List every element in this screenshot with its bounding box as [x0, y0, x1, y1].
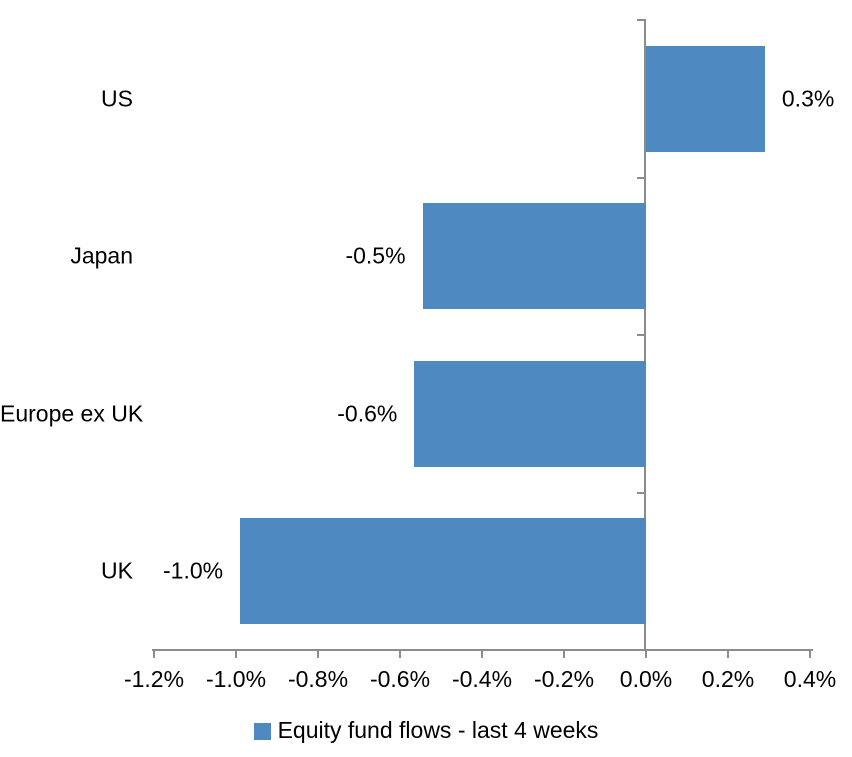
- x-axis-tick-label: 0.2%: [701, 666, 755, 692]
- x-axis-tick: [235, 650, 237, 658]
- data-label-uk: -1.0%: [163, 557, 224, 584]
- data-label-europe-ex-uk: -0.6%: [337, 400, 398, 427]
- legend-label: Equity fund flows - last 4 weeks: [277, 717, 599, 743]
- x-axis-tick-label: -0.2%: [533, 666, 595, 692]
- x-axis-tick-label: -0.6%: [369, 666, 431, 692]
- data-label-japan: -0.5%: [345, 242, 406, 269]
- x-axis-tick-label: -1.0%: [205, 666, 267, 692]
- x-axis-tick: [481, 650, 483, 658]
- category-label-japan: Japan: [70, 242, 133, 269]
- x-axis-tick: [645, 650, 647, 658]
- x-axis-tick: [317, 650, 319, 658]
- y-axis-tick: [637, 491, 645, 494]
- bar-uk: [240, 518, 646, 625]
- y-axis-line: [644, 19, 646, 650]
- x-axis-tick: [563, 650, 565, 658]
- bar-japan: [422, 203, 646, 310]
- x-axis-tick: [153, 650, 155, 658]
- y-axis-tick: [637, 19, 645, 21]
- y-axis-tick: [637, 176, 645, 179]
- x-axis-tick: [399, 650, 401, 658]
- legend-color-swatch: [253, 722, 271, 740]
- data-label-us: 0.3%: [781, 85, 835, 112]
- x-axis-tick-label: 0.4%: [783, 666, 837, 692]
- category-label-uk: UK: [101, 557, 133, 584]
- bar-europe-ex-uk: [414, 360, 646, 467]
- x-axis-tick: [809, 650, 811, 658]
- x-axis-tick-label: 0.0%: [619, 666, 673, 692]
- legend: Equity fund flows - last 4 weeks: [0, 714, 852, 746]
- category-label-us: US: [101, 85, 133, 112]
- x-axis-tick-label: -0.4%: [451, 666, 513, 692]
- x-axis-tick: [727, 650, 729, 658]
- y-axis-tick: [637, 334, 645, 336]
- bar-us: [646, 45, 765, 152]
- x-axis-tick-label: -1.2%: [123, 666, 185, 692]
- x-axis-tick-label: -0.8%: [287, 666, 349, 692]
- category-label-europe-ex-uk: Europe ex UK: [0, 400, 144, 427]
